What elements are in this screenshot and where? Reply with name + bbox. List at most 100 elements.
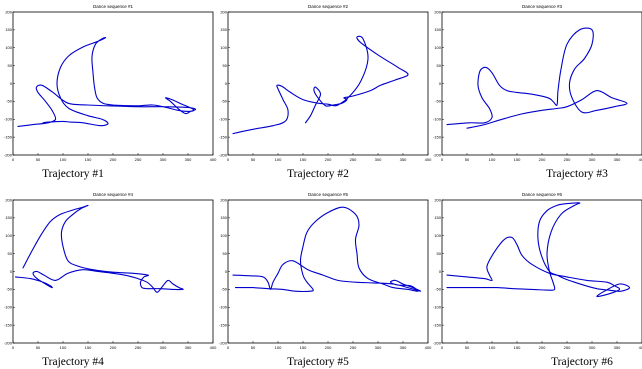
x-tick-label: 200 — [325, 157, 332, 162]
y-tick-label: 0 — [10, 269, 13, 274]
x-tick-label: 250 — [350, 345, 357, 350]
y-tick-label: -200 — [219, 152, 228, 157]
x-tick-label: 350 — [614, 157, 621, 162]
y-tick-label: -200 — [433, 340, 442, 345]
x-tick-label: 150 — [300, 157, 307, 162]
y-axis-1: -200 -150 -100 -50 0 50 100 150 200 — [4, 9, 15, 157]
trajectory-caption-5: Trajectory #5 — [287, 356, 349, 368]
y-tick-label: -50 — [6, 287, 13, 292]
panel-title-3: Dance sequence #3 — [522, 4, 563, 9]
x-tick-label: 400 — [639, 345, 642, 350]
trajectory-caption-4: Trajectory #4 — [42, 356, 104, 368]
x-tick-label: 50 — [251, 345, 256, 350]
y-tick-label: -50 — [435, 287, 442, 292]
y-axis-3: -200 -150 -100 -50 0 50 100 150 200 — [433, 9, 444, 157]
panel-title-6: Dance sequence #6 — [522, 192, 563, 197]
y-tick-label: -150 — [219, 322, 228, 327]
y-tick-label: 100 — [434, 233, 441, 238]
y-tick-label: 50 — [8, 251, 13, 256]
x-tick-label: 100 — [275, 345, 282, 350]
trajectory-caption-6: Trajectory #6 — [551, 356, 613, 368]
plot-frame-6 — [441, 199, 642, 344]
y-tick-label: 50 — [437, 251, 442, 256]
x-tick-label: 250 — [135, 157, 142, 162]
panel-6: Dance sequence #6 0 50 100 150 200 250 300 350 4… — [433, 192, 642, 368]
y-axis-2: -200 -150 -100 -50 0 50 100 150 200 — [219, 9, 230, 157]
x-tick-label: 50 — [36, 157, 41, 162]
x-axis-4: 0 50 100 150 200 250 300 350 400 — [12, 341, 217, 350]
y-tick-label: 0 — [439, 269, 442, 274]
y-tick-label: 200 — [220, 9, 227, 14]
y-tick-label: 200 — [5, 9, 12, 14]
x-tick-label: 400 — [639, 157, 642, 162]
y-tick-label: 150 — [434, 215, 441, 220]
y-tick-label: -200 — [4, 340, 13, 345]
x-tick-label: 100 — [489, 345, 496, 350]
x-tick-label: 0 — [12, 157, 15, 162]
x-tick-label: 300 — [589, 345, 596, 350]
panel-title-5: Dance sequence #5 — [308, 192, 349, 197]
y-tick-label: -100 — [433, 305, 442, 310]
panel-3: Dance sequence #3 0 50 100 150 200 250 300 350 4… — [433, 4, 642, 180]
x-axis-5: 0 50 100 150 200 250 300 350 400 — [227, 341, 432, 350]
panel-5: Dance sequence #5 0 50 100 150 200 250 300 350 4… — [219, 192, 432, 368]
y-tick-label: 200 — [5, 197, 12, 202]
y-tick-label: 100 — [5, 45, 12, 50]
y-tick-label: -150 — [219, 134, 228, 139]
y-tick-label: 0 — [439, 81, 442, 86]
x-tick-label: 300 — [375, 157, 382, 162]
y-tick-label: 100 — [220, 233, 227, 238]
plot-frame-5 — [227, 199, 429, 344]
plot-frame-3 — [441, 11, 642, 156]
y-tick-label: -150 — [433, 134, 442, 139]
panel-2: Dance sequence #2 0 50 100 150 200 250 300 350 4… — [219, 4, 432, 180]
y-tick-label: 0 — [225, 269, 228, 274]
y-tick-label: -100 — [4, 117, 13, 122]
y-tick-label: -100 — [433, 117, 442, 122]
y-tick-label: 150 — [220, 215, 227, 220]
y-tick-label: 0 — [225, 81, 228, 86]
x-tick-label: 100 — [275, 157, 282, 162]
y-tick-label: -50 — [435, 99, 442, 104]
x-tick-label: 300 — [375, 345, 382, 350]
x-tick-label: 0 — [227, 345, 230, 350]
y-tick-label: 50 — [8, 63, 13, 68]
y-tick-label: -100 — [219, 305, 228, 310]
y-tick-label: -50 — [221, 99, 228, 104]
x-axis-1: 0 50 100 150 200 250 300 350 400 — [12, 153, 217, 162]
x-tick-label: 350 — [185, 345, 192, 350]
y-tick-label: -150 — [4, 322, 13, 327]
plot-frame-1 — [12, 11, 214, 156]
x-axis-6: 0 50 100 150 200 250 300 350 400 — [441, 341, 642, 350]
panel-4: Dance sequence #4 0 50 100 150 200 250 300 350 4… — [4, 192, 217, 368]
panel-1: Dance sequence #1 0 50 100 150 200 250 300 350 4… — [4, 4, 217, 180]
y-axis-4: -200 -150 -100 -50 0 50 100 150 200 — [4, 197, 15, 345]
y-tick-label: -100 — [219, 117, 228, 122]
x-tick-label: 50 — [36, 345, 41, 350]
y-tick-label: 200 — [434, 9, 441, 14]
x-tick-label: 400 — [425, 157, 432, 162]
trajectory-line-4 — [14, 204, 184, 293]
y-tick-label: 200 — [220, 197, 227, 202]
y-tick-label: -50 — [6, 99, 13, 104]
x-axis-3: 0 50 100 150 200 250 300 350 400 — [441, 153, 642, 162]
panel-title-4: Dance sequence #4 — [93, 192, 134, 197]
x-tick-label: 400 — [210, 157, 217, 162]
x-tick-label: 350 — [400, 157, 407, 162]
x-tick-label: 250 — [564, 157, 571, 162]
plot-frame-4 — [12, 199, 214, 344]
trajectory-line-6 — [446, 202, 631, 298]
x-tick-label: 100 — [60, 157, 67, 162]
y-tick-label: 150 — [5, 27, 12, 32]
x-axis-2: 0 50 100 150 200 250 300 350 400 — [227, 153, 432, 162]
y-tick-label: 100 — [5, 233, 12, 238]
y-tick-label: -150 — [4, 134, 13, 139]
x-tick-label: 300 — [160, 157, 167, 162]
x-tick-label: 350 — [185, 157, 192, 162]
y-tick-label: -200 — [4, 152, 13, 157]
y-tick-label: -150 — [433, 322, 442, 327]
x-tick-label: 150 — [85, 345, 92, 350]
trajectory-caption-1: Trajectory #1 — [42, 168, 104, 180]
y-tick-label: -200 — [433, 152, 442, 157]
